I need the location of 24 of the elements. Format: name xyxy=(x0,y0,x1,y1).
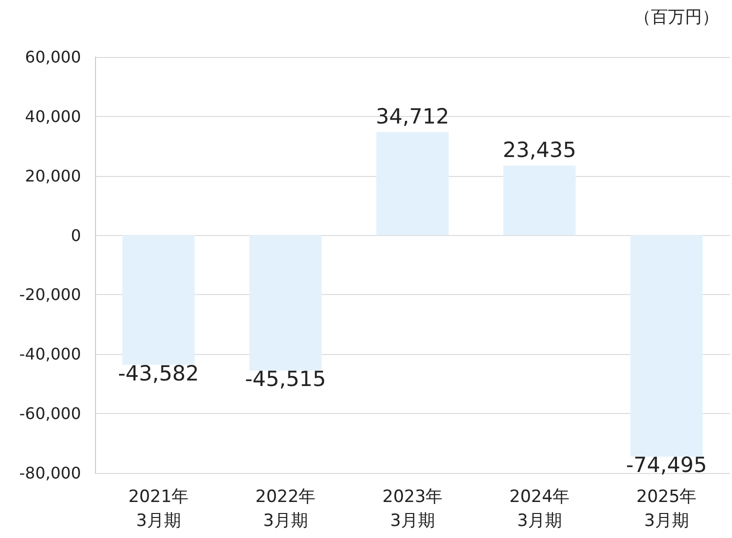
bar xyxy=(122,235,195,365)
x-tick-label: 2025年 3月期 xyxy=(636,487,697,531)
y-tick-label: 20,000 xyxy=(25,166,81,186)
y-tick-label: -20,000 xyxy=(19,285,81,304)
bar xyxy=(503,166,576,236)
bar xyxy=(630,235,703,457)
y-tick-label: -40,000 xyxy=(19,344,81,364)
y-tick-label: 60,000 xyxy=(25,48,81,66)
x-tick-label: 2022年 3月期 xyxy=(255,487,316,531)
x-tick-label: 2024年 3月期 xyxy=(509,487,570,531)
data-label: -45,515 xyxy=(244,367,326,392)
data-label: -74,495 xyxy=(626,453,708,478)
x-tick-label: 2023年 3月期 xyxy=(382,487,443,531)
y-tick-label: -60,000 xyxy=(19,404,81,424)
bar xyxy=(376,132,449,236)
y-tick-label: 40,000 xyxy=(25,106,81,126)
data-label: -43,582 xyxy=(118,361,200,386)
data-label: 34,712 xyxy=(376,104,450,129)
bar xyxy=(249,235,322,371)
y-axis-title: （百万円） xyxy=(634,8,719,28)
y-tick-label: -80,000 xyxy=(19,464,81,482)
x-tick-label: 2021年 3月期 xyxy=(128,487,189,531)
y-tick-label: 0 xyxy=(70,226,81,245)
data-label: 23,435 xyxy=(502,138,576,162)
